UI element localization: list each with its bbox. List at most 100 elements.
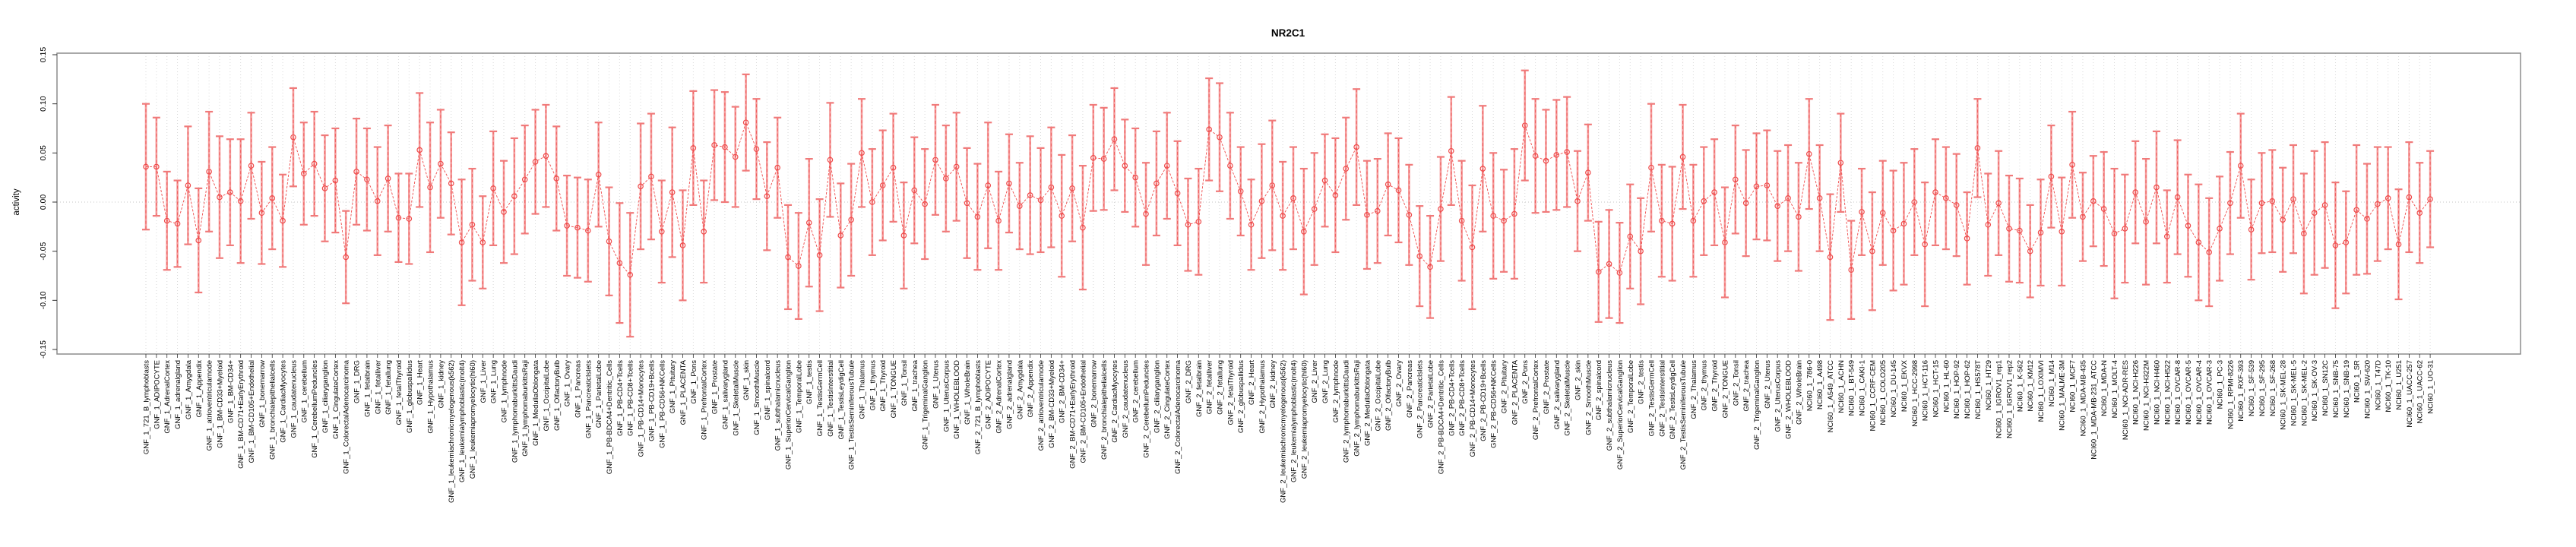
x-tick-label: GNF_2_spinalcord [1595,360,1603,420]
data-point [1501,217,1507,224]
data-point [385,175,391,182]
x-tick-label: GNF_1_Pons [690,360,698,404]
x-tick-label: NCI60_1_OVCAR-8 [2174,360,2182,425]
x-tick-label: GNF_1_Thyroid [879,360,888,412]
data-point [1995,200,2002,207]
x-tick-label: GNF_1_spinalcord [764,360,772,420]
data-point [258,210,265,217]
data-point [711,142,717,148]
data-point [953,163,960,170]
data-point [2111,230,2118,237]
data-point [595,171,602,178]
x-tick-label: GNF_1_CardiacMyocytes [280,360,288,443]
x-tick-label: GNF_1_bonemarrow [258,360,267,428]
data-point [1280,213,1286,219]
data-point [1827,254,1834,261]
data-point [427,184,433,191]
x-tick-label: GNF_1_OccipitalLobe [543,360,551,431]
x-tick-label: NCI60_1_EKVX [1900,359,1909,412]
x-tick-label: GNF_2_ciliaryganglion [1153,360,1161,433]
x-tick-label: GNF_2_leukemiapromyelocytic(hl60) [1300,360,1309,479]
series-line [146,121,2431,276]
data-point [163,217,170,224]
x-tick-label: NCI60_1_A549_ATCC [1827,360,1835,433]
x-tick-label: GNF_2_TestisSeminiferousTubule [1679,360,1688,470]
x-tick-label: GNF_1_ADIPOCYTE [153,360,161,429]
data-point [900,232,907,239]
data-point [1922,241,1928,248]
data-point [890,164,897,171]
x-tick-label: NCI60_1_RPMI-8226 [2226,360,2235,429]
data-point [1479,166,1486,172]
data-point [2195,239,2202,245]
data-point [248,163,255,169]
gridlines [57,53,2521,354]
x-tick-label: GNF_1_TestisGermCell [816,360,824,436]
x-tick-label: GNF_1_leukemiapromyelocytic(hl60) [469,360,477,479]
data-point [2258,200,2265,207]
data-point [701,228,707,235]
data-point [1321,177,1328,184]
x-tick-label: GNF_2_fetalbrain [1195,360,1204,417]
data-point [290,134,296,141]
data-point [669,189,676,195]
data-points [143,119,2433,278]
data-point [1090,155,1097,161]
data-point [1733,176,1739,183]
x-tick-label: GNF_2_WHOLEBLOOD [1785,360,1793,439]
x-tick-label: GNF_2_PB-CD14+Monocytes [1469,360,1477,457]
x-tick-label: GNF_2_PB-CD8+Tcells [1458,360,1467,436]
x-tick-label: GNF_1_PancreaticIslets [584,360,593,438]
x-tick-label: NCI60_1_UACC-62 [2416,360,2425,423]
x-tick-label: NCI60_1_MDA-N [2100,360,2109,416]
data-point [606,238,612,245]
x-tick-label: GNF_1_Ovary [564,360,572,406]
x-tick-label: GNF_2_PLACENTA [1511,359,1519,425]
data-point [2122,226,2128,232]
data-point [2237,163,2244,169]
x-tick-label: GNF_2_salivarygland [1553,360,1562,429]
data-point [1774,203,1781,209]
data-point [1195,219,1202,225]
data-point [2163,233,2170,240]
data-point [1669,220,1676,227]
x-tick-label: GNF_1_Liver [479,360,488,403]
data-point [1448,147,1454,154]
data-point [848,217,854,223]
data-point [1143,210,1149,217]
x-tick-label: NCI60_1_SR [2353,360,2362,403]
x-tick-label: NCI60_1_NCI-H322M [2143,360,2151,431]
data-point [1469,244,1476,251]
x-tick-label: GNF_1_TestisSeminiferousTubule [848,360,856,470]
x-tick-label: GNF_2_lymphomaburkittsDaudi [1343,360,1351,463]
x-tick-label: GNF_1_BM-CD105+Endothelial [248,360,256,463]
data-point [1679,153,1686,160]
x-tick-label: GNF_1_PB-CD14+Monocytes [638,360,646,457]
data-point [1416,253,1423,259]
data-point [564,223,570,229]
data-point [1406,212,1413,218]
x-tick-label: GNF_1_testis [805,360,814,404]
x-tick-label: NCI60_1_ACHN [1837,360,1846,413]
data-point [1237,188,1244,194]
x-tick-label: GNF_1_cerebellum [300,360,309,422]
data-point [1953,202,1960,208]
data-point [332,177,339,184]
x-tick-label: GNF_2_Prostate [1543,360,1551,414]
data-point [217,194,223,201]
x-tick-label: NCI60_1_COLO205 [1879,360,1888,425]
data-point [1395,187,1402,194]
data-point [658,228,665,235]
x-tick-label: GNF_1_subthalamicnucleus [774,360,783,451]
x-tick-label: GNF_1_atrioventricularnode [206,360,214,451]
x-tick-label: GNF_2_Pons [1521,360,1530,404]
x-tick-label: NCI60_1_U251 [2395,360,2404,410]
x-tick-label: GNF_2_MedullaOblongata [1363,359,1372,446]
x-tick-label: GNF_2_BM-CD71+EarlyErythroid [1069,360,1078,469]
x-tick-label: GNF_1_MedullaOblongata [532,359,540,446]
data-point [1343,166,1350,172]
data-point [1722,239,1728,245]
data-point [922,201,928,207]
data-point [2395,241,2402,248]
